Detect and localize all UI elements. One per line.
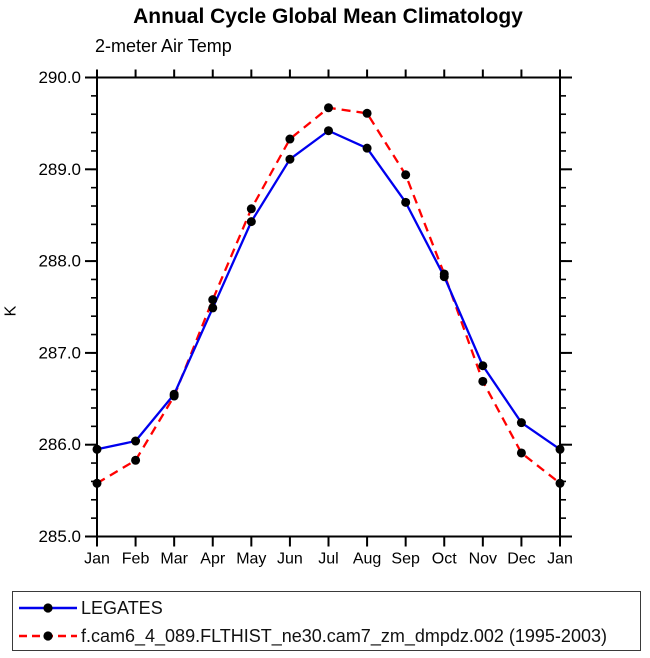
data-point	[285, 154, 295, 164]
data-point	[246, 217, 256, 227]
data-point	[478, 376, 488, 386]
x-tick-label: Sep	[391, 551, 420, 568]
data-point	[555, 444, 565, 454]
x-tick-label: Aug	[353, 551, 381, 568]
series-line-model	[96, 106, 561, 485]
x-tick-label: Oct	[432, 551, 457, 568]
x-tick-label: Jul	[318, 551, 338, 568]
data-point	[324, 103, 333, 113]
legend-label: LEGATES	[81, 597, 163, 618]
x-tick-label: Nov	[469, 551, 497, 568]
x-tick-label: Jan	[84, 551, 110, 568]
data-point	[478, 361, 488, 371]
legend-item-model: f.cam6_4_089.FLTHIST_ne30.cam7_zm_dmpdz.…	[17, 622, 607, 650]
x-tick-label: Dec	[507, 551, 535, 568]
legend-item-legates: LEGATES	[17, 594, 163, 622]
data-point	[516, 448, 526, 458]
data-point	[131, 455, 141, 465]
data-point	[401, 197, 411, 207]
x-tick-label: Mar	[160, 551, 188, 568]
chart-subtitle: 2-meter Air Temp	[95, 36, 232, 56]
plot-frame	[96, 76, 561, 538]
x-tick-label: Apr	[200, 551, 226, 568]
data-point	[516, 418, 526, 428]
y-tick-label: 286.0	[38, 435, 81, 454]
data-point	[208, 295, 218, 305]
data-point	[169, 391, 179, 401]
chart-title: Annual Cycle Global Mean Climatology	[133, 5, 523, 28]
data-point	[362, 108, 372, 118]
x-tick-label: May	[236, 551, 266, 568]
data-point	[324, 126, 333, 136]
data-point	[285, 134, 295, 144]
legend-sample-dashed-line	[19, 631, 77, 641]
legend-label: f.cam6_4_089.FLTHIST_ne30.cam7_zm_dmpdz.…	[81, 625, 607, 646]
y-tick-label: 288.0	[38, 252, 81, 271]
x-tick-label: Jan	[547, 551, 573, 568]
x-tick-label: Feb	[122, 551, 150, 568]
data-point	[246, 204, 256, 214]
y-tick-label: 289.0	[38, 160, 81, 179]
y-tick-label: 287.0	[38, 343, 81, 362]
y-tick-label: 290.0	[38, 68, 81, 87]
data-point	[208, 303, 218, 313]
y-tick-label: 285.0	[38, 527, 81, 546]
data-point	[439, 269, 449, 279]
legend: LEGATES f.cam6_4_089.FLTHIST_ne30.cam7_z…	[12, 591, 641, 651]
x-tick-label: Jun	[277, 551, 303, 568]
series-line-legates	[96, 129, 561, 451]
legend-sample-solid-line	[19, 603, 77, 613]
data-point	[401, 170, 411, 180]
data-point	[362, 143, 372, 153]
data-point	[555, 478, 565, 488]
data-point	[92, 478, 102, 488]
data-point	[92, 444, 102, 454]
data-point	[131, 436, 141, 446]
